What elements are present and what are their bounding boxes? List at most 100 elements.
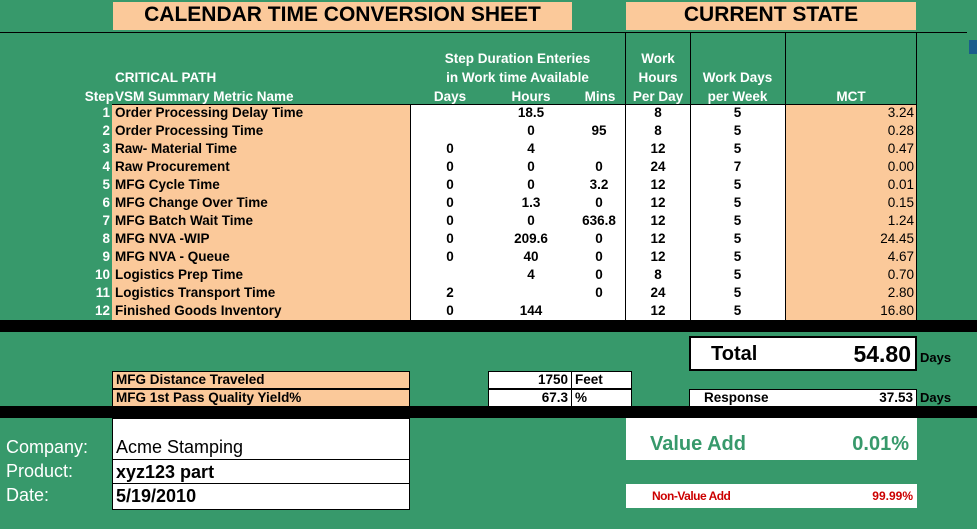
row-9-dpw: 5 — [733, 249, 742, 264]
row-9-hpd: 12 — [650, 249, 666, 264]
date-label: Date: — [6, 485, 50, 505]
row-12-mins — [575, 302, 623, 320]
distance-label: MFG Distance Traveled — [112, 371, 410, 389]
row-5-mct: 0.01 — [887, 177, 914, 192]
row-4-dpw: 7 — [733, 159, 742, 174]
row-9-step: 9 — [102, 249, 110, 264]
yield-unit: % — [571, 389, 632, 407]
row-7-hours: 0 — [527, 213, 535, 228]
row-10-days — [420, 266, 480, 284]
row-9-days: 0 — [446, 249, 454, 264]
work-hours-header-1: Work — [641, 51, 675, 66]
work-days-header-2: per Week — [707, 89, 768, 104]
row-1-hpd: 8 — [654, 105, 662, 120]
row-10-dpw: 5 — [733, 267, 742, 282]
mins-header: Mins — [584, 89, 616, 104]
row-12-step: 12 — [94, 303, 110, 318]
row-7-step: 7 — [102, 213, 110, 228]
row-11-mct: 2.80 — [887, 285, 914, 300]
info-box: Acme Stamping xyz123 part 5/19/2010 — [112, 418, 410, 510]
row-1-dpw: 5 — [733, 105, 742, 120]
value-add-label: Value Add — [650, 433, 746, 455]
mct-header: MCT — [836, 89, 866, 104]
row-2-hours: 0 — [527, 123, 535, 138]
row-1-days — [420, 104, 480, 122]
row-9-mct: 4.67 — [887, 249, 914, 264]
row-5-hours: 0 — [527, 177, 535, 192]
row-4-name: Raw Procurement — [115, 159, 230, 174]
row-6-mins: 0 — [595, 195, 603, 210]
value-add-box: Value Add 0.01% — [626, 418, 917, 460]
row-5-name: MFG Cycle Time — [115, 177, 220, 192]
row-9-name: MFG NVA - Queue — [115, 249, 230, 264]
row-11-name: Logistics Transport Time — [115, 285, 276, 300]
row-12-dpw: 5 — [733, 303, 742, 318]
product-label: Product: — [6, 461, 74, 481]
row-8-mins: 0 — [595, 231, 603, 246]
row-11-dpw: 5 — [733, 285, 742, 300]
row-2-dpw: 5 — [733, 123, 742, 138]
row-8-hpd: 12 — [650, 231, 666, 246]
row-1-name: Order Processing Delay Time — [115, 105, 304, 120]
non-value-add-value: 99.99% — [872, 489, 913, 503]
row-12-hours: 144 — [519, 303, 543, 318]
row-9-mins: 0 — [595, 249, 603, 264]
row-3-days: 0 — [446, 141, 454, 156]
row-3-dpw: 5 — [733, 141, 742, 156]
row-3-hours: 4 — [527, 141, 535, 156]
header-top-line — [0, 32, 967, 33]
row-10-name: Logistics Prep Time — [115, 267, 244, 282]
days-header: Days — [433, 89, 467, 104]
hours-header: Hours — [511, 89, 551, 104]
row-8-hours: 209.6 — [514, 231, 548, 246]
row-6-step: 6 — [102, 195, 110, 210]
row-9-hours: 40 — [523, 249, 539, 264]
total-unit: Days — [920, 350, 952, 365]
value-add-value: 0.01% — [852, 433, 909, 455]
row-5-step: 5 — [102, 177, 110, 192]
yield-label: MFG 1st Pass Quality Yield% — [112, 389, 410, 407]
row-12-days: 0 — [446, 303, 454, 318]
row-2-step: 2 — [102, 123, 110, 138]
state-title: CURRENT STATE — [626, 2, 916, 30]
row-11-step: 11 — [95, 285, 110, 300]
names-column-bg — [112, 104, 410, 320]
row-4-mins: 0 — [595, 159, 603, 174]
total-value: 54.80 — [853, 341, 911, 367]
row-6-hpd: 12 — [650, 195, 666, 210]
row-8-mct: 24.45 — [880, 231, 914, 246]
row-6-days: 0 — [446, 195, 454, 210]
metric-name-header: VSM Summary Metric Name — [115, 89, 294, 104]
total-label: Total — [711, 343, 758, 365]
row-5-mins: 3.2 — [589, 177, 609, 192]
row-5-hpd: 12 — [650, 177, 666, 192]
row-6-name: MFG Change Over Time — [115, 195, 268, 210]
critical-path-header: CRITICAL PATH — [115, 70, 217, 85]
divider-bar-bottom — [0, 406, 977, 418]
divider-bar-top — [0, 320, 977, 332]
row-3-mct: 0.47 — [887, 141, 914, 156]
row-11-days: 2 — [446, 285, 454, 300]
row-4-mct: 0.00 — [887, 159, 914, 174]
row-3-step: 3 — [102, 141, 110, 156]
row-3-name: Raw- Material Time — [115, 141, 238, 156]
row-3-mins — [575, 140, 623, 158]
scroll-edge-marker — [969, 40, 977, 54]
mct-column-bg — [785, 104, 916, 320]
row-10-mins: 0 — [595, 267, 603, 282]
response-label: Response — [704, 390, 769, 405]
distance-value: 1750 — [488, 371, 572, 389]
row-4-hours: 0 — [527, 159, 535, 174]
row-2-days — [420, 122, 480, 140]
row-6-hours: 1.3 — [521, 195, 541, 210]
row-12-mct: 16.80 — [880, 303, 914, 318]
row-8-name: MFG NVA -WIP — [115, 231, 210, 246]
row-8-days: 0 — [446, 231, 454, 246]
duration-header-1: Step Duration Enteries — [444, 51, 591, 66]
row-6-dpw: 5 — [733, 195, 742, 210]
non-value-add-box: Non-Value Add 99.99% — [626, 484, 917, 508]
row-8-step: 8 — [102, 231, 110, 246]
company-value: Acme Stamping — [116, 437, 244, 457]
row-7-hpd: 12 — [650, 213, 666, 228]
row-8-dpw: 5 — [733, 231, 742, 246]
